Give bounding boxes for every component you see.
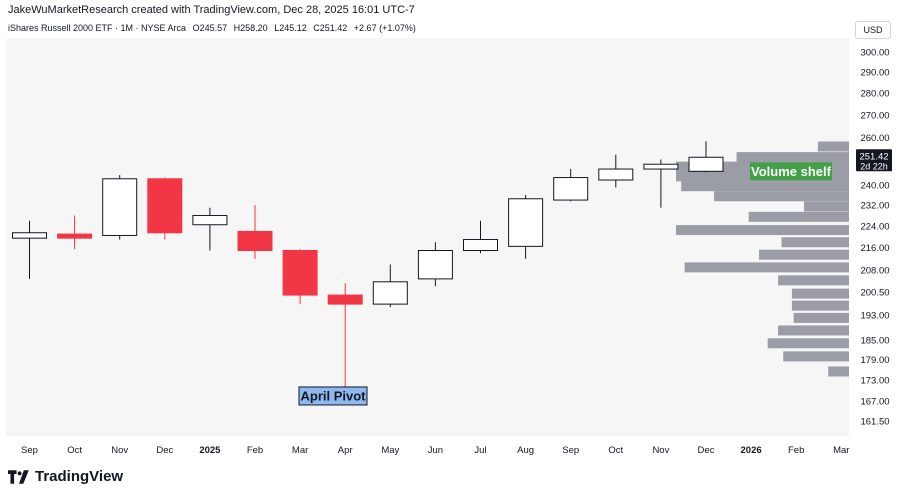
x-axis-tick-label: Jul	[474, 445, 486, 456]
y-axis-tick-label: 161.50	[860, 417, 889, 428]
x-axis-tick-label: Dec	[698, 445, 715, 456]
chart-attribution: JakeWuMarketResearch created with Tradin…	[8, 4, 415, 16]
candle-body-up	[372, 281, 408, 305]
x-axis-tick-label: Mar	[833, 445, 849, 456]
volume-profile-bar	[791, 300, 849, 311]
ohlc-change: +2.67 (+1.07%)	[353, 23, 416, 33]
tradingview-brand[interactable]: TradingView	[8, 468, 123, 485]
x-axis-tick-label: Feb	[247, 445, 263, 456]
candle-body-down	[57, 233, 93, 239]
x-axis-tick-label: Jun	[428, 445, 443, 456]
x-axis-tick-label: Nov	[111, 445, 128, 456]
y-axis-tick-label: 216.00	[860, 243, 889, 254]
volume-shelf-label-box	[750, 162, 832, 181]
volume-shelf-label: Volume shelf	[751, 164, 832, 179]
currency-button[interactable]: USD	[855, 21, 891, 39]
y-axis-tick-label: 208.00	[860, 266, 889, 277]
volume-profile-bar	[828, 366, 849, 377]
y-axis-tick-label: 185.00	[860, 336, 889, 347]
x-axis-tick-label: Oct	[608, 445, 623, 456]
y-axis-tick-label: 270.00	[860, 110, 889, 121]
volume-profile-bar	[778, 275, 849, 286]
ohlc-close-label: C	[313, 23, 320, 33]
y-axis-tick-label: 167.00	[860, 397, 889, 408]
x-axis-tick-label: Nov	[652, 445, 669, 456]
symbol-name: iShares Russell 2000 ETF · 1M · NYSE Arc…	[8, 23, 187, 33]
april-pivot-label: April Pivot	[300, 388, 366, 403]
x-axis-tick-label: Aug	[517, 445, 534, 456]
candle-body-up	[508, 198, 544, 247]
volume-profile-bar	[736, 152, 849, 163]
candle-body-up	[598, 168, 634, 181]
candle-body-up	[102, 178, 138, 236]
symbol-legend: iShares Russell 2000 ETF · 1M · NYSE Arc…	[8, 23, 416, 33]
ohlc-low: 245.12	[279, 23, 307, 33]
volume-profile-bar	[817, 141, 849, 152]
volume-profile-bar	[681, 181, 849, 192]
candle-body-down	[282, 250, 318, 296]
y-axis-tick-label: 300.00	[860, 48, 889, 59]
y-axis-tick-label: 240.00	[860, 180, 889, 191]
x-axis-tick-label: Oct	[67, 445, 82, 456]
y-axis-tick-label: 290.00	[860, 68, 889, 79]
y-axis-tick-label: 224.00	[860, 222, 889, 233]
candle-body-down	[327, 294, 363, 305]
volume-profile-bar	[778, 325, 849, 336]
last-price-value: 251.42	[859, 151, 888, 162]
x-axis-tick-label: Feb	[788, 445, 804, 456]
y-axis-tick-label: 200.50	[860, 288, 889, 299]
april-pivot-label-box	[298, 386, 368, 406]
x-axis-tick-label: Sep	[21, 445, 38, 456]
volume-profile-bar	[781, 237, 849, 248]
y-axis-tick-label: 280.00	[860, 89, 889, 100]
x-axis-tick-label: 2025	[199, 445, 221, 456]
volume-profile-bar	[676, 225, 849, 236]
plot-area[interactable]	[6, 38, 849, 436]
ohlc-low-label: L	[274, 23, 280, 33]
ohlc-open: 245.57	[199, 23, 228, 33]
y-axis-tick-label: 179.00	[860, 355, 889, 366]
ohlc-high: 258.20	[240, 23, 268, 33]
ohlc-close: 251.42	[319, 23, 348, 33]
x-axis-tick-label: Apr	[338, 445, 353, 456]
candle-body-up	[463, 239, 498, 252]
volume-profile-bar	[759, 249, 849, 260]
candle-body-up	[192, 215, 228, 226]
x-axis-tick-label: 2026	[741, 445, 762, 456]
tradingview-logo-icon	[8, 469, 29, 484]
volume-profile-bar	[804, 201, 849, 212]
candle-body-down	[147, 178, 183, 234]
last-price-badge	[856, 149, 892, 172]
volume-profile-bar	[767, 338, 849, 349]
volume-profile-bar	[748, 211, 849, 222]
candle-body-up	[417, 250, 453, 280]
x-axis-tick-label: Dec	[156, 445, 173, 456]
x-axis-tick-label: Mar	[292, 445, 308, 456]
candle-body-up	[12, 232, 47, 239]
volume-profile-bar	[793, 312, 849, 323]
volume-profile-bar	[714, 191, 849, 202]
x-axis-tick-label: Sep	[562, 445, 579, 456]
y-axis-tick-label: 260.00	[860, 133, 889, 144]
tradingview-wordmark: TradingView	[35, 468, 124, 485]
x-axis-tick-label: May	[381, 445, 399, 456]
last-price-countdown: 2d 22h	[860, 161, 888, 171]
ohlc-open-label: O	[192, 23, 200, 33]
y-axis-tick-label: 232.00	[860, 201, 889, 212]
candle-body-up	[643, 163, 679, 170]
candle-body-up	[553, 177, 589, 201]
y-axis-tick-label: 173.00	[860, 376, 889, 387]
volume-profile-bar	[791, 288, 849, 299]
candle-body-up	[688, 156, 724, 172]
candle-body-down	[237, 230, 273, 252]
volume-profile-bar	[684, 262, 849, 273]
volume-profile-bar	[783, 351, 849, 362]
y-axis-tick-label: 193.00	[860, 310, 889, 321]
ohlc-high-label: H	[233, 23, 241, 33]
